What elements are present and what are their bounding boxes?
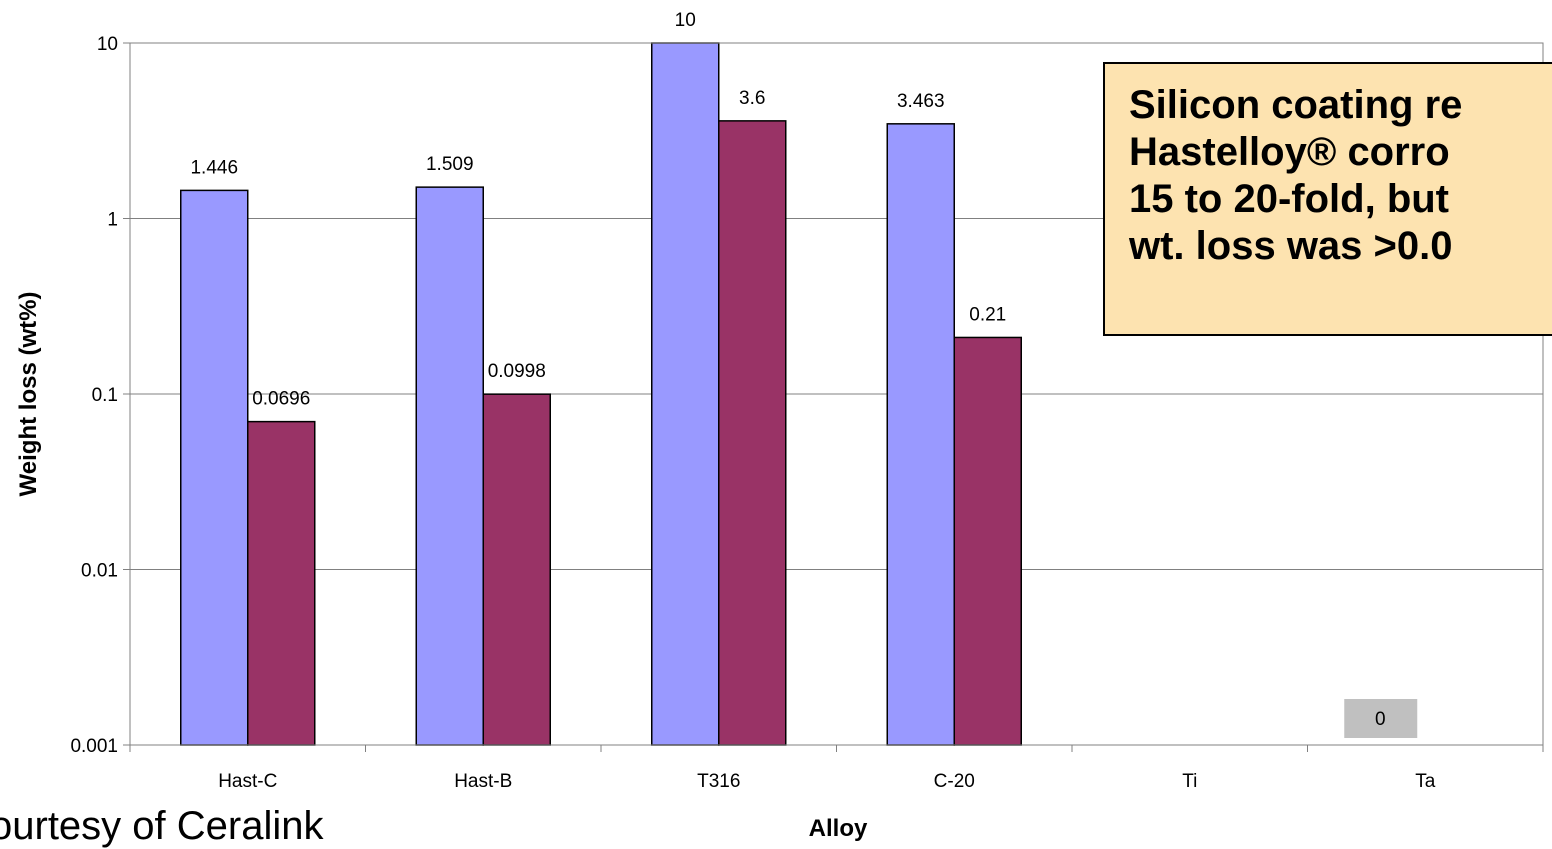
x-tick-label: Ti [1182,771,1197,792]
data-label: 3.6 [739,88,765,109]
bar-c-20-s1 [886,123,955,746]
data-label: 1.509 [426,154,474,175]
bar-t316-s2 [718,120,787,746]
x-tick-label: T316 [697,771,740,792]
y-tick-label: 10 [97,34,118,55]
callout-line: Silicon coating re [1129,83,1463,127]
callout-box: Silicon coating re Hastelloy® corro 15 t… [1103,62,1552,336]
zero-label: 0 [1375,709,1386,730]
bar-hast-c-s1 [180,189,249,746]
bars [180,42,1022,746]
y-tick-label: 1 [107,210,118,231]
bar-t316-s1 [651,42,720,746]
credit-text: ourtesy of Ceralink [0,804,324,848]
data-label: 10 [675,10,696,31]
bar-hast-b-s1 [415,186,484,746]
data-label: 0.21 [969,304,1006,325]
data-label: 3.463 [897,91,945,112]
y-tick-label: 0.001 [70,736,118,757]
data-label: 1.446 [190,157,238,178]
data-label: 0.0998 [488,361,546,382]
y-tick-label: 0.1 [92,385,118,406]
x-tick-label: Hast-C [218,771,277,792]
y-axis-ticks: 0.001 0.01 0.1 1 10 [70,34,130,757]
y-axis-title: Weight loss (wt%) [15,292,42,497]
callout-line: Hastelloy® corro [1129,130,1450,174]
x-tick-label: Ta [1415,771,1436,792]
x-axis-title: Alloy [809,815,868,842]
callout-line: wt. loss was >0.0 [1129,224,1453,268]
bar-hast-c-s2 [247,420,316,746]
x-tick-label: C-20 [934,771,975,792]
bar-hast-b-s2 [482,393,551,746]
callout-line: 15 to 20-fold, but [1129,177,1449,221]
x-axis-ticks: Hast-C Hast-B T316 C-20 Ti Ta [129,745,1544,792]
zero-label-box [1344,699,1418,738]
data-label: 0.0696 [252,389,310,410]
y-tick-label: 0.01 [81,561,118,582]
x-tick-label: Hast-B [454,771,512,792]
data-labels: 1.446 1.509 10 3.463 0.0696 0.0998 3.6 0.21 0 [190,10,1418,738]
bar-c-20-s2 [953,336,1022,746]
